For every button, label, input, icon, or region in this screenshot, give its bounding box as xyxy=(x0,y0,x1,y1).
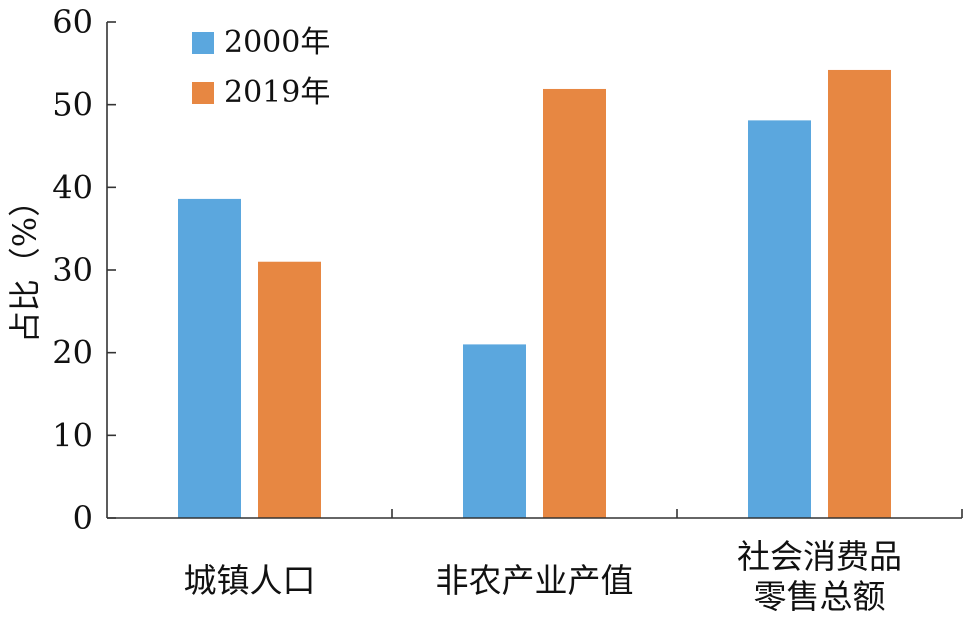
bar-1-1 xyxy=(178,198,241,518)
y-tick-label-2: 20 xyxy=(52,334,93,372)
y-tick-label-5: 50 xyxy=(52,86,93,124)
legend-swatch-2 xyxy=(192,82,214,104)
bar-2-1 xyxy=(258,261,321,518)
y-tick-label-1: 10 xyxy=(52,416,93,454)
legend-label-1: 2000年 xyxy=(224,25,330,60)
bar-1-3 xyxy=(748,120,811,518)
y-axis-title: 占比（%） xyxy=(6,185,44,343)
bars-layer xyxy=(178,69,891,519)
x-category-label-1: 城镇人口 xyxy=(184,561,316,600)
y-tick-label-4: 40 xyxy=(52,168,93,206)
legend-label-2: 2019年 xyxy=(224,75,330,110)
bar-1-2 xyxy=(463,344,526,518)
bar-2-3 xyxy=(828,69,891,519)
y-tick-label-6: 60 xyxy=(52,3,93,41)
y-tick-label-3: 30 xyxy=(52,251,93,289)
bar-2-2 xyxy=(543,88,606,519)
x-category-label-3-line-1: 社会消费品 xyxy=(737,537,902,576)
x-category-label-2: 非农产业产值 xyxy=(436,561,634,600)
x-category-label-3-line-2: 零售总额 xyxy=(754,577,886,616)
legend: 2000年 2019年 xyxy=(192,25,330,110)
y-tick-label-0: 0 xyxy=(73,499,93,537)
legend-swatch-1 xyxy=(192,32,214,54)
